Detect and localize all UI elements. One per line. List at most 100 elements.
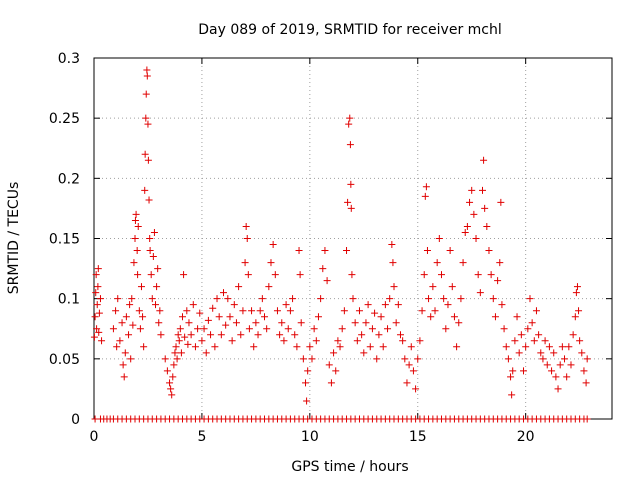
data-point	[242, 222, 250, 230]
data-point	[345, 120, 353, 128]
data-point	[461, 228, 469, 236]
data-point	[232, 319, 240, 327]
data-point	[220, 289, 227, 297]
data-point	[349, 295, 357, 303]
data-point	[134, 271, 142, 279]
data-point	[153, 283, 161, 291]
data-point	[302, 379, 310, 387]
data-point	[330, 349, 338, 357]
data-point	[143, 72, 151, 80]
data-point	[535, 331, 543, 339]
data-point	[565, 343, 573, 351]
data-point	[563, 373, 571, 381]
data-point	[558, 343, 566, 351]
data-point	[258, 295, 266, 303]
data-point	[575, 307, 583, 315]
data-point	[497, 198, 505, 206]
data-point	[522, 343, 530, 351]
data-point	[580, 367, 588, 375]
data-point	[583, 415, 591, 423]
data-point	[187, 331, 195, 339]
chart-title: Day 089 of 2019, SRMTID for receiver mch…	[198, 22, 502, 38]
data-point	[222, 321, 230, 329]
x-axis-label: GPS time / hours	[291, 459, 408, 475]
data-point	[323, 277, 331, 285]
data-point	[95, 328, 103, 336]
data-point	[348, 271, 356, 279]
data-point	[271, 271, 279, 279]
data-point	[390, 283, 398, 291]
data-point	[405, 361, 413, 369]
data-point	[176, 325, 184, 333]
data-point	[446, 247, 454, 255]
data-point	[184, 340, 192, 348]
data-point	[252, 319, 260, 327]
y-axis-tick-labels: 0 0.05 0.1 0.15 0.2 0.25 0.3	[49, 51, 80, 428]
data-point	[142, 114, 150, 122]
data-point	[109, 325, 117, 333]
data-point	[496, 259, 504, 267]
data-point	[95, 309, 103, 317]
data-point	[142, 90, 150, 98]
data-point	[384, 325, 392, 333]
data-point	[371, 309, 379, 317]
x-tick-label: 20	[517, 429, 535, 445]
data-point	[572, 289, 580, 297]
data-point	[131, 235, 139, 242]
data-point	[450, 313, 458, 321]
y-tick-label: 0.1	[58, 292, 80, 308]
data-point	[303, 397, 311, 405]
data-point	[392, 319, 400, 327]
data-point	[508, 391, 516, 399]
data-point	[412, 385, 420, 393]
data-point	[181, 333, 189, 341]
data-point	[448, 283, 456, 291]
data-point	[166, 379, 174, 387]
data-point	[418, 307, 426, 315]
data-point	[528, 319, 536, 327]
data-point	[524, 325, 532, 333]
data-point	[256, 307, 264, 315]
data-point	[92, 271, 100, 279]
data-point	[293, 343, 301, 351]
data-point	[147, 271, 155, 279]
x-tick-label: 15	[409, 429, 427, 445]
data-point	[245, 325, 253, 333]
data-point	[128, 295, 136, 303]
data-point	[282, 301, 290, 309]
data-point	[561, 355, 569, 363]
data-point	[299, 355, 307, 363]
data-point	[200, 325, 208, 333]
data-point	[498, 301, 506, 309]
data-point	[243, 235, 251, 242]
data-point	[423, 247, 431, 255]
data-point	[347, 204, 355, 212]
data-point	[148, 295, 156, 303]
data-point	[338, 325, 346, 333]
data-point	[194, 325, 202, 333]
data-point	[230, 301, 238, 309]
data-point	[191, 343, 199, 351]
data-point	[263, 325, 271, 333]
data-point	[269, 241, 277, 249]
data-point	[173, 355, 181, 363]
data-point	[134, 222, 142, 230]
data-point	[291, 331, 299, 339]
data-point	[276, 331, 284, 339]
data-point	[472, 235, 480, 242]
data-point	[554, 385, 562, 393]
x-axis-tick-labels: 0 5 10 15 20	[90, 429, 535, 445]
data-point	[213, 295, 221, 303]
data-point	[239, 307, 247, 315]
data-point	[429, 283, 437, 291]
data-point	[463, 222, 471, 230]
data-point	[455, 319, 463, 327]
data-point	[433, 259, 441, 267]
data-point	[217, 331, 225, 339]
data-point	[396, 331, 404, 339]
data-point	[310, 325, 318, 333]
data-point	[334, 337, 342, 345]
data-point	[346, 114, 354, 122]
data-point	[113, 343, 121, 351]
data-point	[466, 198, 474, 206]
